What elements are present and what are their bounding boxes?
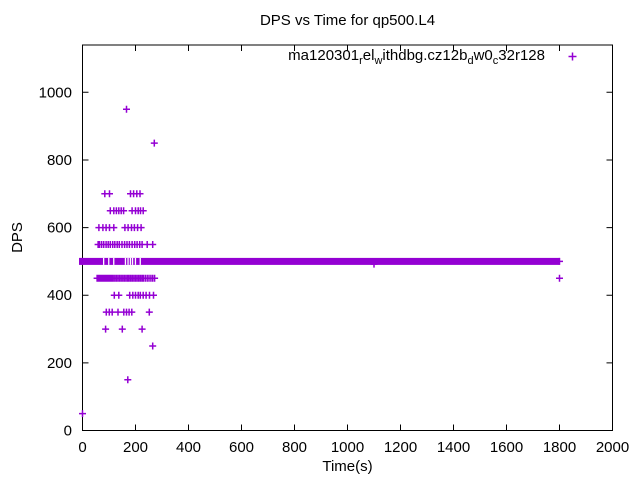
legend-subscript: r [359, 55, 363, 67]
legend-subscript: w [374, 55, 383, 67]
y-tick-label: 0 [64, 423, 72, 440]
x-tick-label: 2000 [596, 439, 629, 456]
x-tick-label: 1800 [543, 439, 576, 456]
legend: ma120301relwithdbg.cz12bdw0c32r128 [288, 47, 545, 67]
x-tick-label: 400 [176, 439, 201, 456]
y-tick-label: 400 [47, 287, 72, 304]
band-gap [129, 257, 132, 265]
band-gap [139, 257, 141, 265]
band-gap [131, 257, 134, 265]
x-tick-label: 800 [282, 439, 307, 456]
data-points [79, 105, 563, 418]
band-gap [127, 257, 129, 265]
band-gap [108, 257, 110, 265]
x-tick-label: 600 [229, 439, 254, 456]
x-tick-label: 1200 [384, 439, 417, 456]
axis-ticks [82, 45, 613, 431]
legend-subscript: d [467, 55, 474, 67]
x-axis-label: Time(s) [322, 458, 372, 475]
y-tick-label: 800 [47, 152, 72, 169]
x-tick-label: 1000 [331, 439, 364, 456]
x-tick-label: 1400 [437, 439, 470, 456]
legend-subscript: c [492, 55, 499, 67]
legend-label: ma120301relwithdbg.cz12bdw0c32r128 [288, 47, 545, 67]
y-tick-label: 600 [47, 220, 72, 237]
band-gap [134, 257, 137, 265]
x-tick-label: 0 [78, 439, 86, 456]
band-gap [124, 257, 127, 265]
y-tick-label: 1000 [39, 84, 72, 101]
band-gap [103, 257, 105, 265]
plot-border [82, 44, 613, 431]
legend-marker-icon [568, 52, 577, 61]
y-axis-label: DPS [9, 222, 26, 253]
y-tick-label: 200 [47, 355, 72, 372]
dps500-band [79, 257, 560, 265]
chart-title: DPS vs Time for qp500.L4 [260, 12, 435, 29]
x-tick-label: 200 [123, 439, 148, 456]
x-tick-label: 1600 [490, 439, 523, 456]
band-gap [113, 257, 115, 265]
